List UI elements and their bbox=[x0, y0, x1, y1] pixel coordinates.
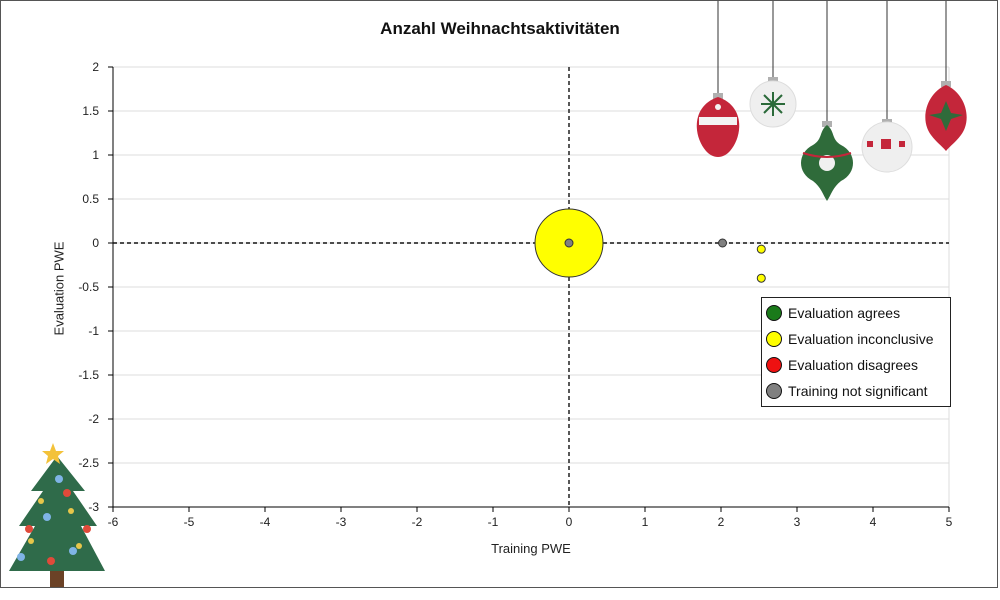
data-point bbox=[756, 273, 766, 283]
legend-item: Evaluation disagrees bbox=[762, 352, 950, 378]
x-tick-label: -1 bbox=[488, 515, 499, 529]
y-tick-label: 2 bbox=[92, 60, 99, 74]
chart-plot: 2 1.5 1 0.5 0 -0.5 -1 -1.5 -2 -2.5 -3 -6 -5 -4 -3 -2 -1 0… bbox=[78, 60, 953, 529]
chart-legend: Evaluation agrees Evaluation inconclusive… bbox=[761, 297, 951, 407]
x-tick-label: -4 bbox=[260, 515, 271, 529]
y-tick-label: -1.5 bbox=[78, 368, 99, 382]
legend-swatch bbox=[766, 305, 782, 321]
y-tick-label: -3 bbox=[88, 500, 99, 514]
data-point bbox=[718, 238, 728, 248]
legend-swatch bbox=[766, 357, 782, 373]
x-tick-label: 5 bbox=[946, 515, 953, 529]
x-tick-label: 3 bbox=[794, 515, 801, 529]
y-tick-label: 1 bbox=[92, 148, 99, 162]
legend-label: Evaluation agrees bbox=[788, 305, 901, 321]
legend-label: Evaluation disagrees bbox=[788, 357, 918, 373]
y-tick-label: 0.5 bbox=[82, 192, 99, 206]
legend-swatch bbox=[766, 331, 782, 347]
x-tick-label: -2 bbox=[412, 515, 423, 529]
y-tick-label: -2 bbox=[88, 412, 99, 426]
legend-label: Evaluation inconclusive bbox=[788, 331, 934, 347]
chart-title: Anzahl Weihnachtsaktivitäten bbox=[380, 19, 620, 38]
y-tick-label: -1 bbox=[88, 324, 99, 338]
data-point bbox=[756, 244, 766, 254]
x-tick-label: 1 bbox=[642, 515, 649, 529]
x-tick-label: 4 bbox=[870, 515, 877, 529]
chart-frame: Anzahl Weihnachtsaktivitäten 2 1.5 1 0.5 0 -0… bbox=[0, 0, 998, 588]
legend-label: Training not significant bbox=[788, 383, 928, 399]
y-tick-label: -0.5 bbox=[78, 280, 99, 294]
y-axis-label: Evaluation PWE bbox=[51, 241, 67, 336]
legend-item: Evaluation inconclusive bbox=[762, 326, 950, 352]
x-tick-label: 2 bbox=[718, 515, 725, 529]
legend-swatch bbox=[766, 383, 782, 399]
y-tick-label: -2.5 bbox=[78, 456, 99, 470]
legend-item: Evaluation agrees bbox=[762, 300, 950, 326]
data-point bbox=[564, 238, 574, 248]
y-tick-label: 0 bbox=[92, 236, 99, 250]
legend-item: Training not significant bbox=[762, 378, 950, 404]
x-tick-label: -3 bbox=[336, 515, 347, 529]
x-tick-label: -5 bbox=[184, 515, 195, 529]
x-axis-label: Training PWE bbox=[491, 541, 571, 556]
x-tick-label: 0 bbox=[566, 515, 573, 529]
x-tick-label: -6 bbox=[108, 515, 119, 529]
y-tick-label: 1.5 bbox=[82, 104, 99, 118]
